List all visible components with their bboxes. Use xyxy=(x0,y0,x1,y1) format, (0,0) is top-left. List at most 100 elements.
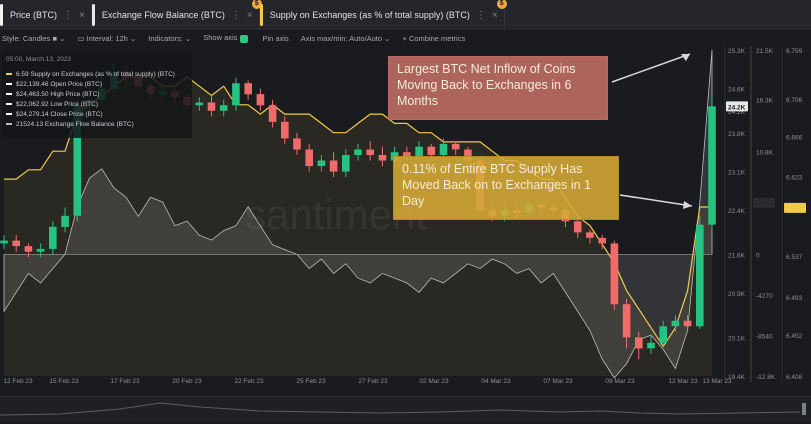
candle-body xyxy=(366,149,374,155)
more-icon[interactable]: ⋮ xyxy=(63,9,73,21)
supply-axis-tick: 6.666 xyxy=(786,134,803,141)
checkbox-checked-icon xyxy=(239,34,248,43)
flow-axis-tick: 21.5K xyxy=(756,48,774,55)
supply-axis-tick: 6.623 xyxy=(786,174,803,181)
candle-body xyxy=(586,232,594,238)
x-axis-tick: 12 Mar 23 xyxy=(668,378,698,385)
close-icon[interactable]: × xyxy=(79,9,85,21)
candle-body xyxy=(73,105,82,216)
price-axis-tick: 22.4K xyxy=(728,208,746,215)
arrow-head xyxy=(683,201,692,209)
price-axis-tick: 25.3K xyxy=(728,48,746,55)
x-axis-tick: 27 Feb 23 xyxy=(358,378,388,385)
current-value-marker xyxy=(753,197,775,208)
x-axis-tick: 13 Mar 23 xyxy=(702,378,732,385)
supply-axis-tick: 6.408 xyxy=(786,374,803,381)
candle-body xyxy=(439,143,448,155)
candle-body xyxy=(671,320,680,327)
candle-body xyxy=(683,320,692,327)
supply-axis-tick: 6.706 xyxy=(786,97,803,104)
axis-minmax-select[interactable]: Axis max/min: Auto/Auto ⌄ xyxy=(300,33,391,43)
tab-color-bar xyxy=(91,4,95,26)
legend-row: $22,062.92 Low Price (BTC) xyxy=(6,99,188,109)
candle-body xyxy=(24,246,33,252)
x-axis-tick: 17 Feb 23 xyxy=(110,378,140,385)
legend-row: 6.59 Supply on Exchanges (as % of total … xyxy=(6,69,188,79)
annotation-supply-moved: 0.11% of Entire BTC Supply Has Moved Bac… xyxy=(393,156,619,220)
close-icon[interactable]: × xyxy=(491,9,498,21)
legend-swatch xyxy=(6,83,12,85)
x-axis-tick: 07 Mar 23 xyxy=(543,378,573,385)
interval-select[interactable]: ▭ Interval: 12h ⌄ xyxy=(77,33,137,43)
tooltip-legend: 05:00, March 13, 2023 6.59 Supply on Exc… xyxy=(2,52,192,138)
legend-row: $22,139.46 Open Price (BTC) xyxy=(6,79,188,89)
y-axes: 25.3K 24.6K 24.2K 23.8K 23.1K 22.4K 21.6K 20.9K… xyxy=(724,46,806,382)
metric-tabs: Price (BTC) ⋮ × Exchange Flow Balance (B… xyxy=(0,0,811,30)
candle-body xyxy=(403,152,411,158)
candle-body xyxy=(598,237,606,244)
legend-swatch xyxy=(6,103,12,105)
tab-price[interactable]: Price (BTC) ⋮ × xyxy=(0,0,92,30)
candle-body xyxy=(647,342,655,349)
more-icon[interactable]: ⋮ xyxy=(230,9,241,21)
x-axis-tick: 04 Mar 23 xyxy=(481,378,511,385)
supply-axis-tick: 6.452 xyxy=(786,333,803,340)
pro-badge-icon: $ xyxy=(496,0,507,9)
more-icon[interactable]: ⋮ xyxy=(475,9,486,21)
combine-metrics-button[interactable]: + Combine metrics xyxy=(402,33,466,43)
price-axis-tick: 19.4K xyxy=(728,374,746,381)
plus-icon: + xyxy=(402,33,407,43)
flow-balance-area xyxy=(3,49,713,379)
x-axis-tick: 25 Feb 23 xyxy=(296,378,326,385)
timeline-scrollbar[interactable] xyxy=(0,396,811,422)
candle-body xyxy=(659,326,667,343)
candle-body xyxy=(232,83,240,106)
tab-label: Exchange Flow Balance (BTC) xyxy=(101,10,225,20)
candle-body xyxy=(427,146,436,155)
flow-axis-tick: -12.8K xyxy=(756,374,776,381)
candle-body xyxy=(708,106,716,225)
candle-body xyxy=(305,149,313,167)
pin-axis-toggle[interactable]: Pin axis xyxy=(262,33,289,43)
current-value-marker xyxy=(784,202,806,213)
indicators-select[interactable]: Indicators: ⌄ xyxy=(148,33,192,43)
legend-swatch xyxy=(6,73,12,75)
chevron-down-icon: ⌄ xyxy=(184,33,192,43)
candle-body xyxy=(0,240,8,244)
candle-body xyxy=(696,224,704,327)
candle-body xyxy=(610,243,619,305)
candle-body xyxy=(464,149,472,161)
candle-body xyxy=(622,304,631,338)
timeline-overview xyxy=(0,402,806,416)
calendar-icon: ▭ xyxy=(77,33,85,43)
color-swatch-icon: ■ xyxy=(52,33,57,43)
flow-axis-tick: 0 xyxy=(756,252,760,259)
tab-supply-on-exchanges[interactable]: Supply on Exchanges (as % of total suppl… xyxy=(259,0,507,30)
supply-axis-tick: 6.759 xyxy=(786,48,803,55)
candle-body xyxy=(256,94,265,106)
price-axis-tick: 20.1K xyxy=(728,335,746,342)
close-icon[interactable]: × xyxy=(246,9,253,21)
legend-row: $24,279.14 Close Price (BTC) xyxy=(6,109,188,119)
flow-axis-tick: -8540 xyxy=(756,334,773,341)
candle-body xyxy=(61,215,69,227)
flow-axis-tick: -4270 xyxy=(756,293,773,300)
arrow-head xyxy=(681,54,690,61)
tab-color-bar xyxy=(259,4,263,26)
candle-body xyxy=(195,102,204,106)
tab-exchange-flow[interactable]: Exchange Flow Balance (BTC) ⋮ × $ xyxy=(91,0,262,30)
candle-body xyxy=(49,226,57,249)
tab-label: Price (BTC) xyxy=(10,10,57,20)
candle-body xyxy=(635,337,643,349)
style-select[interactable]: Style: Candles ■ ⌄ xyxy=(2,33,66,43)
scroll-handle[interactable] xyxy=(802,403,806,415)
candle-body xyxy=(415,146,423,158)
price-axis-tick: 23.8K xyxy=(728,131,746,138)
price-axis-tick: 20.9K xyxy=(728,291,746,298)
candle-body xyxy=(219,105,228,111)
price-axis-tick: 21.6K xyxy=(728,252,746,259)
show-axis-toggle[interactable]: Show axis xyxy=(203,33,250,43)
candle-body xyxy=(36,248,45,252)
candle-body xyxy=(451,143,460,150)
flow-axis-tick: 10.8K xyxy=(756,150,774,157)
